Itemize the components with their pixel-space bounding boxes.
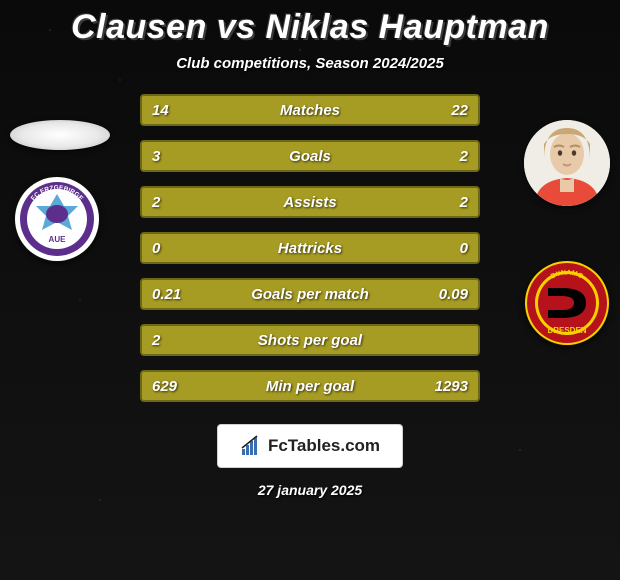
- comparison-date: 27 january 2025: [258, 482, 362, 498]
- stat-label: Assists: [283, 194, 336, 211]
- stat-row: Min per goal 629 1293: [140, 370, 480, 402]
- comparison-subtitle: Club competitions, Season 2024/2025: [176, 55, 444, 72]
- player1-club-badge: AUE FC ERZGEBIRGE: [14, 176, 100, 262]
- stats-column: Matches1422Goals32Assists22Hattricks00Go…: [140, 94, 480, 402]
- stat-row: Goals 3 2: [140, 140, 480, 172]
- stat-row: Hattricks 0 0: [140, 232, 480, 264]
- svg-text:AUE: AUE: [49, 235, 67, 244]
- fctables-logo-icon: [240, 435, 262, 457]
- comparison-title: Clausen vs Niklas Hauptman: [71, 8, 549, 47]
- stat-value-left: 0: [152, 240, 160, 257]
- stat-label: Matches: [280, 102, 340, 119]
- stat-value-right: 0: [460, 240, 468, 257]
- stat-label: Goals: [289, 148, 331, 165]
- stat-value-right: 22: [451, 102, 468, 119]
- footer-attribution[interactable]: FcTables.com: [217, 424, 403, 468]
- stat-value-left: 629: [152, 378, 177, 395]
- stat-value-left: 2: [152, 194, 160, 211]
- stat-row: Shots per goal 2: [140, 324, 480, 356]
- stat-value-right: 1293: [435, 378, 468, 395]
- stat-label: Min per goal: [266, 378, 354, 395]
- footer-label: FcTables.com: [268, 436, 380, 456]
- stat-label: Shots per goal: [258, 332, 362, 349]
- stat-label: Hattricks: [278, 240, 342, 257]
- main-content: Clausen vs Niklas Hauptman Club competit…: [0, 0, 620, 580]
- player2-avatar: [524, 120, 610, 206]
- stat-value-right: 2: [460, 194, 468, 211]
- stat-row: Goals per match 0.21 0.09: [140, 278, 480, 310]
- stat-value-right: 0.09: [439, 286, 468, 303]
- stat-value-right: 2: [460, 148, 468, 165]
- stat-value-left: 14: [152, 102, 169, 119]
- stat-value-left: 3: [152, 148, 160, 165]
- player1-avatar: [10, 120, 110, 150]
- stat-value-left: 0.21: [152, 286, 181, 303]
- svg-text:DRESDEN: DRESDEN: [547, 326, 586, 335]
- stat-row: Assists 2 2: [140, 186, 480, 218]
- stat-row: Matches 14 22: [140, 94, 480, 126]
- stat-label: Goals per match: [251, 286, 369, 303]
- stat-value-left: 2: [152, 332, 160, 349]
- player2-club-badge: DRESDEN DYNAMO: [524, 260, 610, 346]
